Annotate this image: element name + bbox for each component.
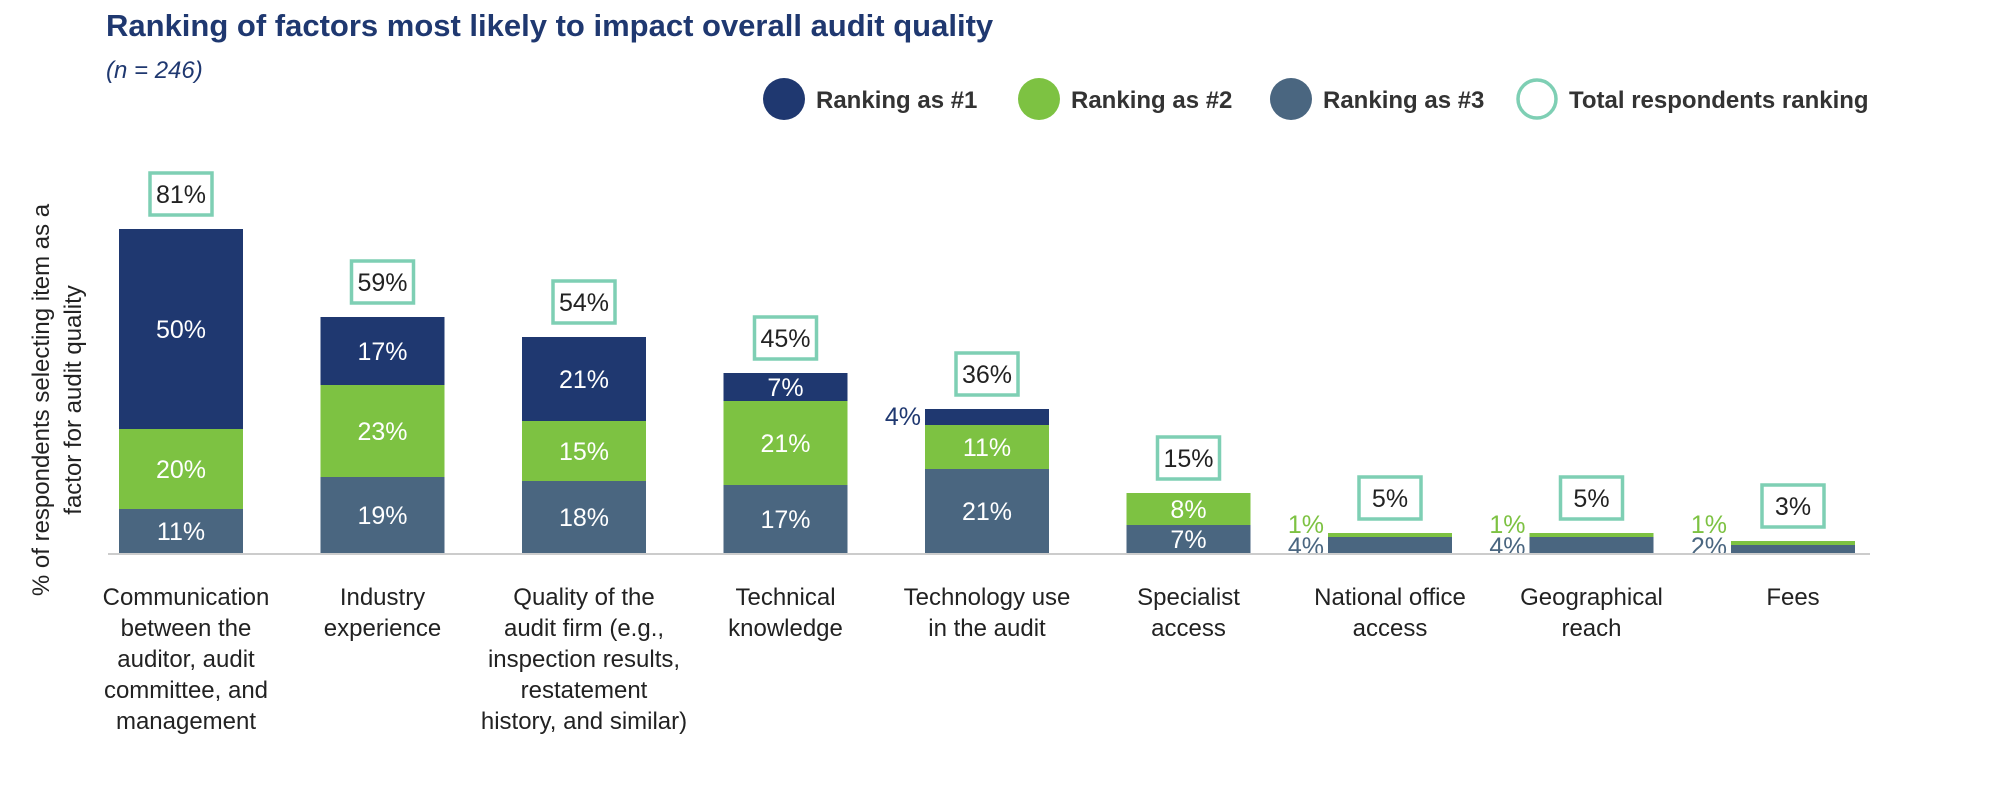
legend-label: Total respondents ranking — [1569, 87, 1869, 114]
total-callout-box — [551, 279, 617, 325]
data-label: 7% — [1170, 526, 1206, 554]
bar-segment — [1328, 537, 1452, 553]
bar-segment — [1731, 545, 1855, 553]
legend-label: Ranking as #1 — [816, 87, 977, 114]
data-label-outside: 4% — [885, 403, 921, 431]
data-label: 11% — [157, 518, 205, 546]
legend-swatch — [763, 78, 805, 120]
total-callout-box — [752, 315, 819, 361]
legend-label: Ranking as #3 — [1323, 87, 1484, 114]
data-label: 8% — [1170, 496, 1206, 524]
bar-segment — [1126, 493, 1251, 525]
data-label: 21% — [760, 430, 810, 458]
bar-segment — [1529, 537, 1654, 553]
total-callout-box — [349, 259, 416, 305]
category-label: Communication between the auditor, audit co… — [103, 584, 270, 735]
total-callout-box — [1357, 475, 1423, 521]
bar-segment — [522, 421, 646, 481]
bar-segment — [1126, 525, 1251, 553]
bar-segment — [1529, 533, 1654, 537]
bar-segment — [320, 385, 445, 477]
chart-legend: Ranking as #1 Ranking as #2 Ranking as #3 T… — [763, 78, 1869, 120]
total-callout-box — [954, 351, 1020, 397]
chart-title: Ranking of factors most likely to impact… — [106, 8, 994, 43]
bar-segment — [119, 509, 243, 553]
y-axis-title: % of respondents selecting item as a fact… — [28, 203, 87, 596]
data-label: 21% — [559, 366, 609, 394]
category-label: Technical knowledge — [728, 584, 843, 642]
legend-swatch — [1270, 78, 1312, 120]
total-label: 54% — [559, 289, 609, 317]
chart-subtitle: (n = 246) — [106, 57, 203, 84]
total-label: 15% — [1163, 445, 1213, 473]
data-label: 7% — [767, 374, 803, 402]
total-label: 3% — [1775, 493, 1811, 521]
data-label-outside: 4% — [1288, 533, 1324, 561]
category-label: Specialist access — [1137, 584, 1240, 642]
data-label-outside: 2% — [1691, 533, 1727, 561]
data-label: 17% — [357, 338, 407, 366]
data-label: 11% — [963, 434, 1011, 462]
total-label: 5% — [1372, 485, 1408, 513]
bar-segment — [925, 469, 1049, 553]
data-label-outside: 1% — [1691, 511, 1727, 539]
bar-segment — [723, 401, 848, 485]
category-label: Fees — [1766, 584, 1819, 611]
data-label: 17% — [760, 506, 810, 534]
bar-segment — [320, 317, 445, 385]
legend-item: Ranking as #1 — [763, 78, 977, 120]
total-label: 5% — [1573, 485, 1609, 513]
data-label-outside: 1% — [1489, 511, 1525, 539]
total-callout-box — [1760, 483, 1826, 529]
legend-item: Ranking as #3 — [1270, 78, 1484, 120]
legend-swatch — [1018, 78, 1060, 120]
bar-segment — [522, 481, 646, 553]
category-label: Quality of the audit firm (e.g., inspectio… — [481, 584, 687, 735]
legend-item: Ranking as #2 — [1018, 78, 1232, 120]
bar-segment — [522, 337, 646, 421]
data-label-outside: 4% — [1489, 533, 1525, 561]
bar-segment — [119, 429, 243, 509]
data-label: 20% — [156, 456, 206, 484]
data-label: 50% — [156, 316, 206, 344]
data-label: 23% — [357, 418, 407, 446]
total-callout-box — [148, 171, 214, 217]
total-label: 81% — [156, 181, 206, 209]
category-label: National office access — [1314, 584, 1466, 642]
data-label: 19% — [357, 502, 407, 530]
total-callout-box — [1155, 435, 1222, 481]
bar-segment — [925, 409, 1049, 425]
bar-segment — [723, 373, 848, 401]
category-label: Geographical reach — [1520, 584, 1663, 642]
total-label: 36% — [962, 361, 1012, 389]
data-label-outside: 1% — [1288, 511, 1324, 539]
legend-item: Total respondents ranking — [1516, 78, 1869, 120]
legend-swatch — [1516, 78, 1558, 120]
bar-segment — [925, 425, 1049, 469]
bar-segment — [320, 477, 445, 553]
bar-segment — [1731, 541, 1855, 545]
data-label: 15% — [559, 438, 609, 466]
category-label: Technology use in the audit — [904, 584, 1071, 642]
total-label: 45% — [760, 325, 810, 353]
data-label: 21% — [962, 498, 1012, 526]
category-label: Industry experience — [324, 584, 441, 642]
data-label: 18% — [559, 504, 609, 532]
bar-segment — [1328, 533, 1452, 537]
x-axis-tick-labels: Communication between the auditor, audit co… — [103, 584, 1820, 735]
total-label: 59% — [357, 269, 407, 297]
total-callout-box — [1558, 475, 1625, 521]
bar-segment — [723, 485, 848, 553]
legend-label: Ranking as #2 — [1071, 87, 1232, 114]
bars-group: 11% 20% 50% 81% 19% 23% 17% 59% 18% 15% 21% 54% 17% 2… — [119, 171, 1855, 561]
y-axis-label: % of respondents selecting item as a fact… — [28, 203, 87, 596]
bar-segment — [119, 229, 243, 429]
